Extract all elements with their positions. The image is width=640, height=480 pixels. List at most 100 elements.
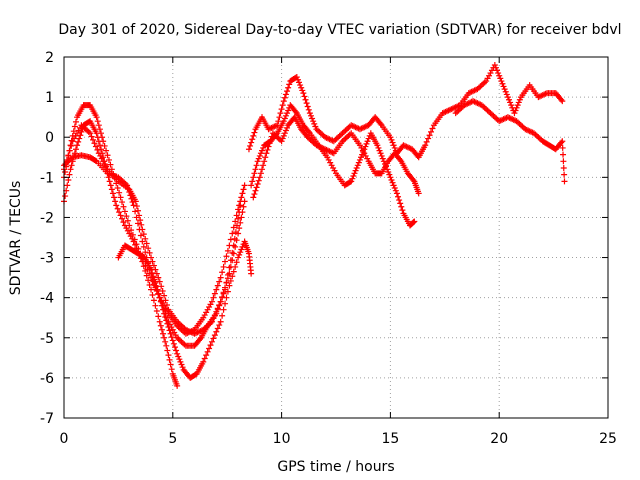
data-point	[77, 132, 84, 139]
x-tick-label: 0	[60, 431, 69, 447]
data-point	[203, 352, 210, 359]
data-point	[388, 136, 395, 143]
data-point	[352, 167, 359, 174]
data-point	[232, 229, 239, 236]
data-point	[161, 292, 168, 299]
data-point	[206, 345, 213, 352]
data-point	[293, 74, 300, 81]
series-track-g	[248, 102, 418, 229]
y-tick-label: -1	[40, 170, 54, 186]
data-point	[513, 104, 520, 111]
data-point	[132, 241, 139, 248]
data-point	[161, 310, 168, 317]
data-point	[422, 142, 429, 149]
data-point	[425, 135, 432, 142]
data-point	[282, 127, 289, 134]
data-point	[559, 98, 566, 105]
data-point	[399, 207, 406, 214]
data-point	[395, 193, 402, 200]
data-point	[124, 182, 131, 189]
data-point	[67, 166, 74, 173]
data-point	[249, 178, 256, 185]
data-point	[284, 110, 291, 117]
data-point	[248, 270, 255, 277]
data-point	[145, 277, 152, 284]
data-point	[208, 338, 215, 345]
data-point	[249, 136, 256, 143]
data-point	[217, 318, 224, 325]
data-point	[119, 215, 126, 222]
data-point	[227, 236, 234, 243]
data-point	[214, 306, 221, 313]
data-point	[362, 143, 369, 150]
x-axis-label: GPS time / hours	[277, 459, 394, 475]
data-point	[210, 335, 217, 342]
data-point	[285, 107, 292, 114]
data-point	[166, 356, 173, 363]
data-point	[156, 318, 163, 325]
axis-ticks: 0 5 10 15 20 25 -7 -6 -5 -4 -3 -2 -1 0 1 2	[40, 50, 617, 447]
data-point	[415, 190, 422, 197]
data-point	[137, 217, 144, 224]
y-tick-label: -4	[40, 291, 54, 307]
chart-title: Day 301 of 2020, Sidereal Day-to-day VTE…	[58, 22, 621, 38]
data-point	[109, 190, 116, 197]
data-point	[238, 214, 245, 221]
data-point	[388, 177, 395, 184]
data-point	[238, 194, 245, 201]
data-point	[375, 144, 382, 151]
data-point	[390, 182, 397, 189]
data-point	[385, 168, 392, 175]
data-point	[230, 268, 237, 275]
data-point	[256, 152, 263, 159]
data-point	[96, 142, 103, 149]
x-tick-label: 10	[273, 431, 291, 447]
data-point	[239, 190, 246, 197]
data-point	[365, 135, 372, 142]
data-point	[223, 294, 230, 301]
data-point	[164, 347, 171, 354]
data-point	[307, 112, 314, 119]
data-point	[354, 162, 361, 169]
y-tick-label: 1	[45, 90, 54, 106]
data-point	[179, 364, 186, 371]
data-point	[238, 246, 245, 253]
data-point	[230, 224, 237, 231]
data-point	[390, 142, 397, 149]
data-point	[128, 195, 135, 202]
data-point	[516, 96, 523, 103]
data-point	[230, 242, 237, 249]
data-point	[123, 213, 130, 220]
data-point	[161, 334, 168, 341]
data-point	[220, 290, 227, 297]
series-track-f	[245, 62, 566, 161]
data-point	[114, 185, 121, 192]
data-point	[177, 358, 184, 365]
data-point	[117, 194, 124, 201]
data-point	[148, 266, 155, 273]
data-point	[267, 136, 274, 143]
data-point	[207, 342, 214, 349]
data-point	[377, 150, 384, 157]
data-point	[391, 144, 398, 151]
data-point	[310, 118, 317, 125]
data-point	[168, 366, 175, 373]
data-point	[281, 130, 288, 137]
data-point	[222, 258, 229, 265]
data-point	[266, 140, 273, 147]
y-tick-label: 2	[45, 50, 54, 66]
data-point	[353, 164, 360, 171]
data-point	[356, 156, 363, 163]
plot-frame	[63, 56, 609, 419]
data-point	[378, 152, 385, 159]
data-point	[298, 84, 305, 91]
data-point	[99, 150, 106, 157]
data-point	[236, 251, 243, 258]
data-point	[309, 115, 316, 122]
data-point	[68, 162, 75, 169]
data-point	[349, 175, 356, 182]
data-point	[511, 110, 518, 117]
data-point	[167, 361, 174, 368]
data-point	[278, 106, 285, 113]
data-point	[162, 338, 169, 345]
